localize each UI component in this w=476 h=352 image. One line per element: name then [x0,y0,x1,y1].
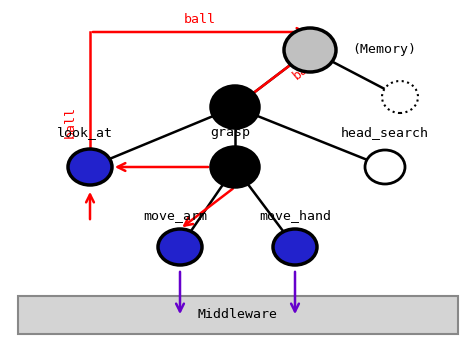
Ellipse shape [284,28,336,72]
Ellipse shape [158,229,202,265]
Ellipse shape [211,147,259,187]
Text: move_arm: move_arm [143,209,207,222]
Ellipse shape [211,86,259,128]
Text: (Memory): (Memory) [352,44,416,57]
Text: head_search: head_search [341,126,429,139]
Text: Middleware: Middleware [198,308,278,321]
Text: ball: ball [184,13,216,26]
Text: look_at: look_at [57,126,113,139]
Ellipse shape [382,81,418,113]
Ellipse shape [68,149,112,185]
Text: ball: ball [290,52,323,82]
Text: move_hand: move_hand [259,209,331,222]
Text: ball: ball [63,106,77,138]
Text: grasp: grasp [210,126,250,139]
Ellipse shape [365,150,405,184]
Bar [18,296,458,334]
Ellipse shape [273,229,317,265]
